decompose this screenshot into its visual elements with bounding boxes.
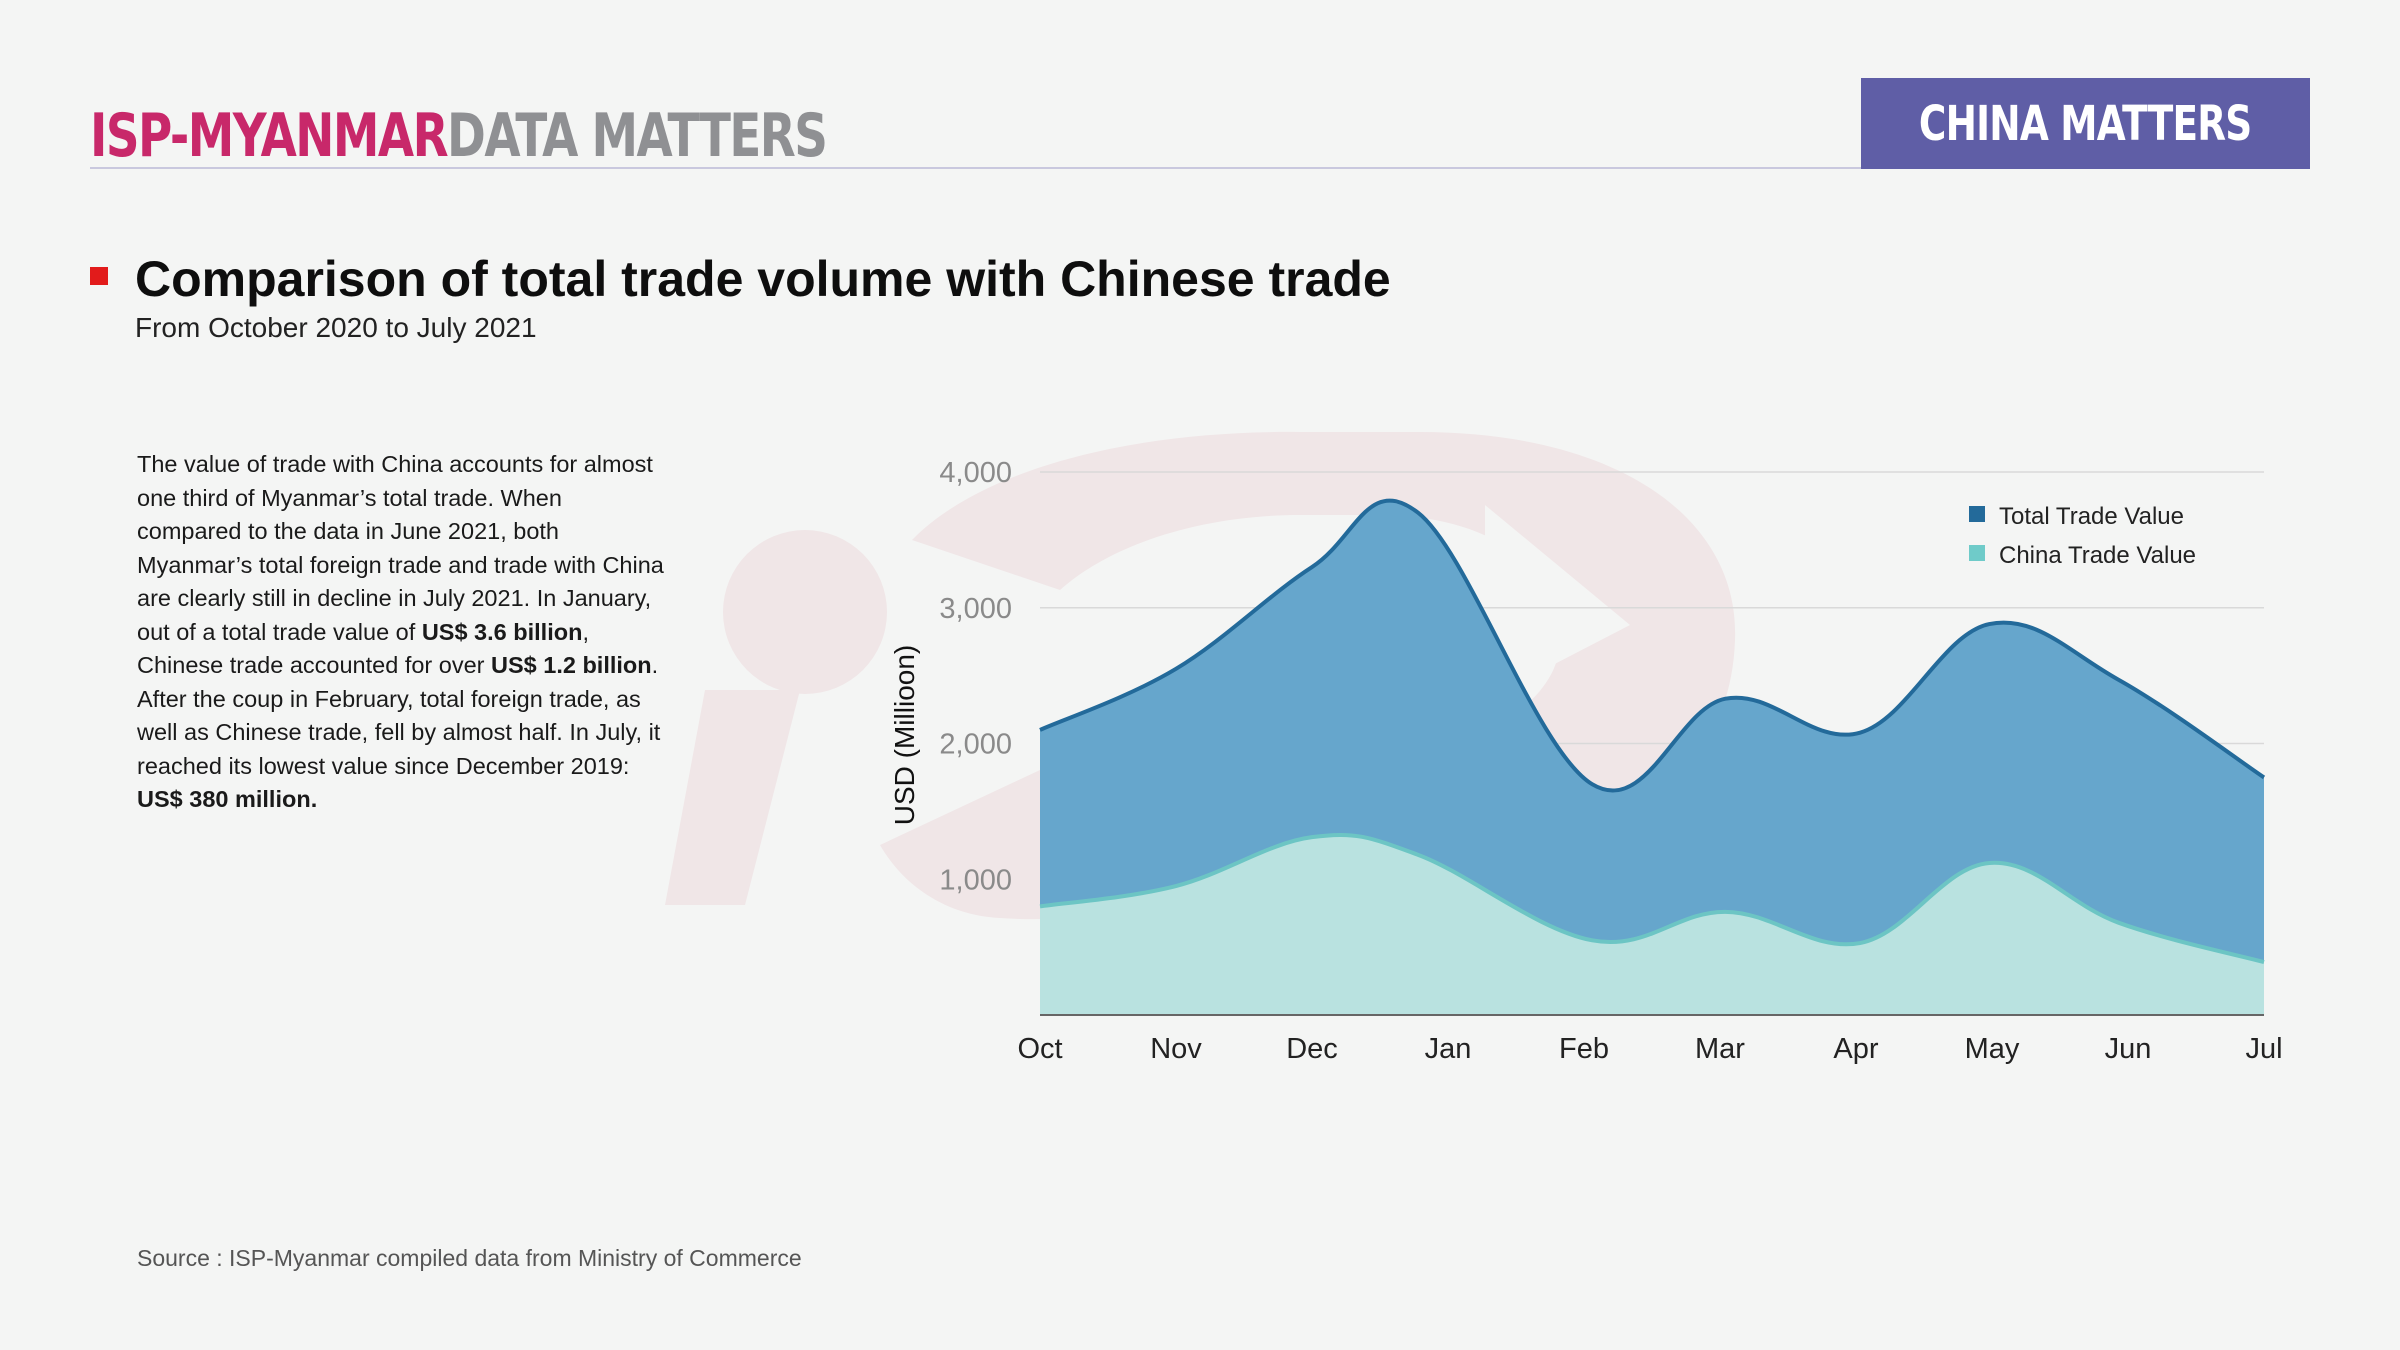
title-marker — [90, 267, 108, 285]
x-tick-label: Dec — [1286, 1033, 1338, 1065]
x-tick-label: Mar — [1695, 1033, 1745, 1065]
x-tick-label: Apr — [1833, 1033, 1878, 1065]
brand-part-isp: ISP-MYANMAR — [90, 101, 449, 171]
x-tick-label: Feb — [1559, 1033, 1609, 1065]
description-paragraph: The value of trade with China accounts f… — [137, 448, 667, 817]
watermark-arrow — [1485, 505, 1630, 700]
description-part-2: , Chinese trade accounted for over — [137, 618, 589, 679]
brand-part-data-matters: DATA MATTERS — [447, 101, 828, 171]
x-tick-label: May — [1965, 1033, 2020, 1065]
y-axis-title: USD (Millioon) — [889, 645, 920, 825]
section-tag: CHINA MATTERS — [1861, 78, 2310, 169]
page-title: Comparison of total trade volume with Ch… — [135, 251, 1391, 307]
x-tick-label: Jul — [2245, 1033, 2282, 1065]
highlight-total-jan: US$ 3.6 billion — [421, 618, 583, 645]
y-tick-label: 4,000 — [939, 457, 1012, 489]
watermark-dot — [723, 530, 887, 694]
description-part-1: The value of trade with China accounts f… — [137, 451, 664, 645]
page-subtitle: From October 2020 to July 2021 — [135, 312, 537, 343]
y-tick-label: 2,000 — [939, 729, 1012, 761]
area-china-trade — [1040, 834, 2264, 1015]
x-tick-label: Nov — [1150, 1033, 1202, 1065]
line-china-trade — [1039, 832, 2265, 964]
description-part-3: . After the coup in February, total fore… — [137, 652, 661, 779]
source-note: Source : ISP-Myanmar compiled data from … — [137, 1245, 802, 1271]
highlight-china-jan: US$ 1.2 billion — [491, 652, 652, 678]
y-tick-label: 3,000 — [939, 593, 1012, 625]
line-total-trade — [1039, 498, 2266, 793]
watermark-stem — [665, 690, 800, 905]
y-axis-ticks: 1,000 2,000 3,000 4,000 — [939, 457, 1012, 896]
highlight-july-low: US$ 380 million. — [137, 786, 318, 812]
chart-areas — [1039, 498, 2266, 1015]
x-tick-label: Oct — [1017, 1033, 1062, 1065]
legend-label-total: Total Trade Value — [1999, 503, 2184, 530]
brand-logo: ISP-MYANMAR DATA MATTERS — [90, 86, 828, 171]
legend-swatch-total — [1969, 506, 1985, 522]
x-tick-label: Jun — [2105, 1033, 2152, 1065]
x-tick-label: Jan — [1425, 1033, 1472, 1065]
y-tick-label: 1,000 — [939, 864, 1012, 896]
legend-label-china: China Trade Value — [1999, 542, 2196, 569]
x-axis-ticks: Oct Nov Dec Jan Feb Mar Apr May Jun Jul — [1017, 1033, 2282, 1065]
section-tag-label: CHINA MATTERS — [1919, 95, 2252, 152]
header-divider — [90, 167, 2310, 169]
legend-swatch-china — [1969, 545, 1985, 561]
chart-legend: Total Trade Value China Trade Value — [1969, 503, 2196, 569]
